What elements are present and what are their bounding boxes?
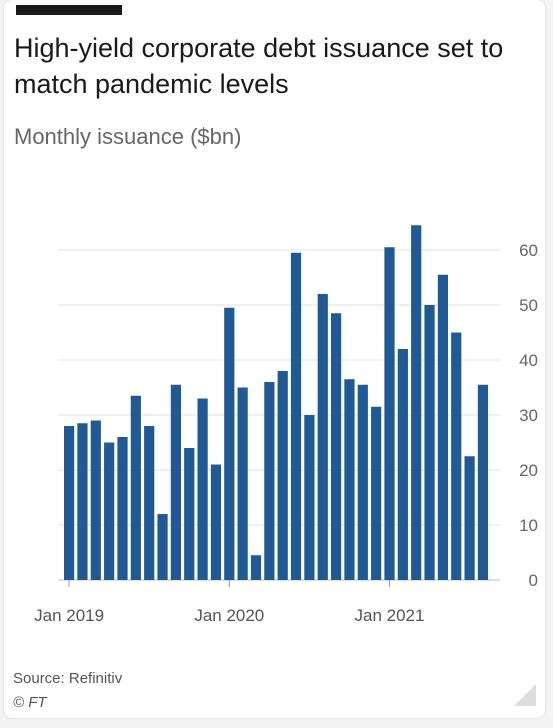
tweet-card: High-yield corporate debt issuance set t… [4,0,545,718]
bar-20 [331,313,342,580]
bar-25 [397,349,408,580]
bar-5 [130,395,141,580]
x-axis-ticks: Jan 2019 Jan 2020 Jan 2021 [34,580,424,625]
bar-14 [250,555,262,580]
bar-9 [184,448,195,580]
bar-30 [464,456,475,580]
chart-title: High-yield corporate debt issuance set t… [14,33,504,99]
bar-12 [224,307,235,580]
bar-6 [144,426,155,580]
bar-28 [437,274,448,580]
bar-27 [424,305,435,580]
y-tick-label: 30 [519,406,538,425]
bar-15 [264,382,275,580]
bar-13 [237,387,248,580]
bar-1 [77,423,88,580]
bar-10 [197,398,208,580]
y-tick-label: 10 [519,516,538,535]
bars [64,225,489,580]
bar-22 [357,384,368,580]
bar-4 [117,437,128,580]
source-note: Source: Refinitiv [13,670,123,687]
x-tick-label: Jan 2021 [355,606,425,625]
bar-3 [104,442,115,580]
y-axis-ticks: 0 10 20 30 40 50 60 [519,241,538,590]
bar-31 [477,384,489,580]
bar-2 [90,420,101,580]
bar-7 [157,514,168,580]
y-tick-label: 40 [519,351,538,370]
bar-23 [371,406,382,580]
y-tick-label: 60 [519,241,538,260]
y-tick-label: 20 [519,461,538,480]
expand-corner-icon[interactable] [514,684,536,706]
bar-8 [170,384,181,580]
bar-26 [411,225,422,580]
bar-21 [344,379,355,580]
credit-note: © FT [13,694,47,711]
bar-0 [64,426,75,580]
bar-16 [277,371,288,580]
bar-19 [317,294,328,580]
bar-chart: 0 10 20 30 40 50 60 Jan 2019 Jan 2020 Jan 2021 [34,225,538,625]
bar-17 [290,252,302,580]
bar-29 [451,332,462,580]
x-tick-label: Jan 2019 [34,606,104,625]
y-tick-label: 50 [519,296,538,315]
bar-18 [304,415,315,580]
ft-top-bar [16,5,122,15]
bar-24 [384,247,395,580]
chart-subtitle: Monthly issuance ($bn) [14,124,242,149]
y-tick-label: 0 [529,571,538,590]
bar-11 [210,464,222,580]
x-tick-label: Jan 2020 [194,606,264,625]
